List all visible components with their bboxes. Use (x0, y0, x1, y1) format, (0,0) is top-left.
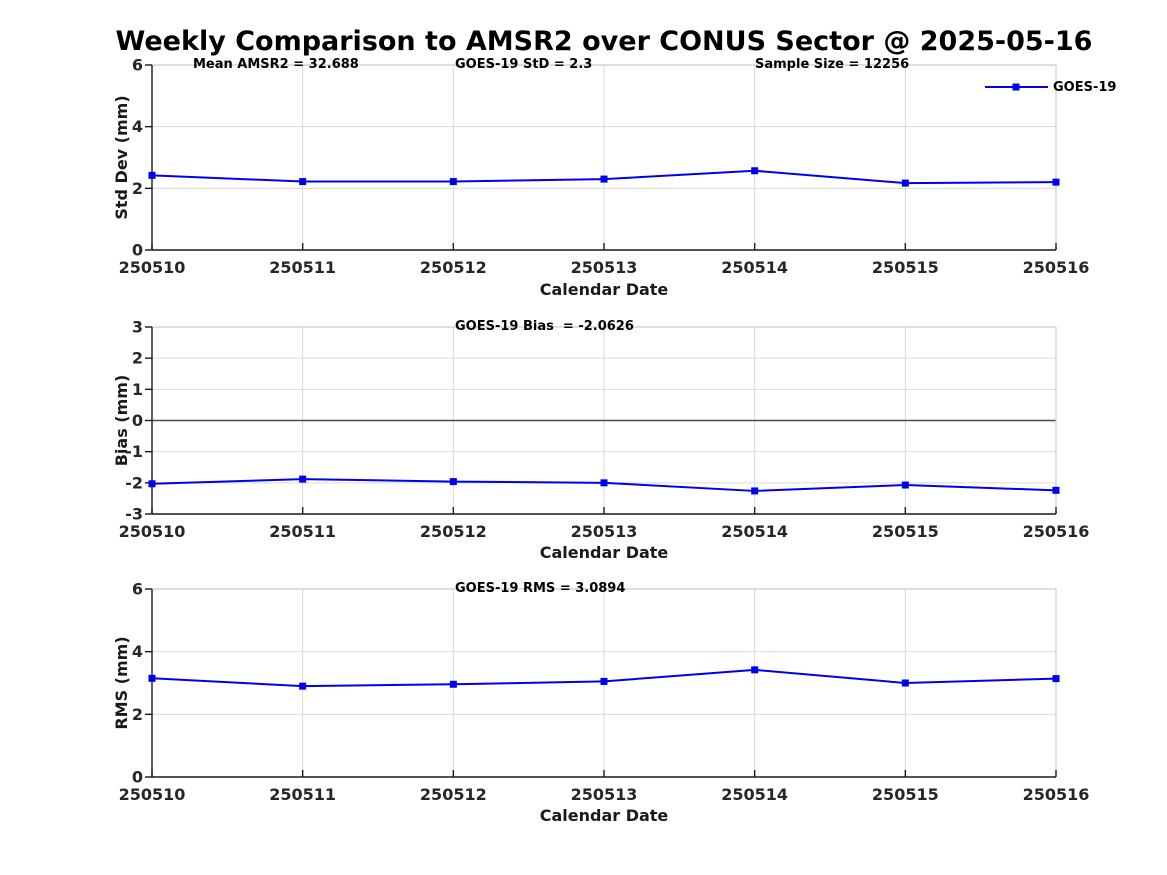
std-dev-series-marker (751, 167, 759, 175)
annotation-mean-amsr2: Mean AMSR2 = 32.688 (193, 57, 359, 72)
bias-series-marker (1052, 486, 1060, 494)
std-dev-x-tick-label: 250510 (119, 258, 186, 277)
rms-series-marker (600, 677, 608, 685)
rms-x-tick-label: 250515 (872, 785, 939, 804)
std-dev-series-marker (299, 178, 307, 186)
std-dev-series-marker (1052, 178, 1060, 186)
legend-label-goes19: GOES-19 (1053, 80, 1117, 95)
bias-series-marker (901, 481, 909, 489)
bias-series-marker (449, 478, 457, 486)
std-dev-series-marker (449, 178, 457, 186)
std-dev-y-tick-label: 2 (132, 179, 143, 198)
bias-y-tick-label: -2 (125, 473, 143, 492)
rms-series-marker (1052, 675, 1060, 683)
bias-y-tick-label: 1 (132, 380, 143, 399)
rms-series-marker (148, 674, 156, 682)
bias-x-tick-label: 250516 (1023, 522, 1090, 541)
rms-y-axis-label: RMS (mm) (112, 636, 131, 730)
std-dev-y-tick-label: 4 (132, 117, 143, 136)
std-dev-y-tick-label: 6 (132, 56, 143, 75)
std-dev-x-tick-label: 250514 (721, 258, 788, 277)
rms-y-tick-label: 6 (132, 580, 143, 599)
rms-x-tick-label: 250511 (269, 785, 336, 804)
bias-x-tick-label: 250512 (420, 522, 487, 541)
rms-x-tick-label: 250514 (721, 785, 788, 804)
bias-x-tick-label: 250510 (119, 522, 186, 541)
rms-x-tick-label: 250510 (119, 785, 186, 804)
bias-y-tick-label: 2 (132, 349, 143, 368)
rms-x-tick-label: 250516 (1023, 785, 1090, 804)
annotation-goes19-rms: GOES-19 RMS = 3.0894 (455, 581, 626, 596)
rms-series-marker (751, 666, 759, 674)
rms-x-tick-label: 250513 (571, 785, 638, 804)
rms-y-tick-label: 2 (132, 705, 143, 724)
std-dev-x-tick-label: 250516 (1023, 258, 1090, 277)
bias-y-axis-label: Bias (mm) (112, 374, 131, 467)
bias-x-tick-label: 250511 (269, 522, 336, 541)
std-dev-x-tick-label: 250511 (269, 258, 336, 277)
std-dev-y-tick-label: 0 (132, 241, 143, 260)
rms-y-tick-label: 0 (132, 768, 143, 787)
std-dev-x-tick-label: 250513 (571, 258, 638, 277)
bias-y-tick-label: -3 (125, 505, 143, 524)
std-dev-series-marker (901, 179, 909, 187)
rms-series-marker (901, 679, 909, 687)
rms-y-tick-label: 4 (132, 642, 143, 661)
bias-x-tick-label: 250513 (571, 522, 638, 541)
rms-x-axis-label: Calendar Date (539, 806, 669, 825)
annotation-goes19-bias: GOES-19 Bias = -2.0626 (455, 319, 634, 334)
annotation-goes19-std: GOES-19 StD = 2.3 (455, 57, 593, 72)
annotation-sample-size: Sample Size = 12256 (755, 57, 910, 72)
bias-y-tick-label: 0 (132, 411, 143, 430)
rms-series-marker (299, 682, 307, 690)
bias-series-marker (600, 479, 608, 487)
stddev-y-axis-label: Std Dev (mm) (112, 95, 131, 220)
bias-x-tick-label: 250514 (721, 522, 788, 541)
bias-x-axis-label: Calendar Date (539, 543, 669, 562)
bias-series-marker (751, 487, 759, 495)
rms-series-marker (449, 680, 457, 688)
bias-series-marker (299, 475, 307, 483)
std-dev-x-tick-label: 250515 (872, 258, 939, 277)
stddev-x-axis-label: Calendar Date (539, 280, 669, 299)
rms-x-tick-label: 250512 (420, 785, 487, 804)
bias-y-tick-label: 3 (132, 318, 143, 337)
bias-x-tick-label: 250515 (872, 522, 939, 541)
std-dev-series-marker (600, 175, 608, 183)
bias-y-tick-label: -1 (125, 442, 143, 461)
bias-series-marker (148, 480, 156, 488)
std-dev-x-tick-label: 250512 (420, 258, 487, 277)
std-dev-series-marker (148, 171, 156, 179)
chart-title: Weekly Comparison to AMSR2 over CONUS Se… (115, 26, 1093, 57)
legend-marker-sample (1012, 83, 1020, 91)
